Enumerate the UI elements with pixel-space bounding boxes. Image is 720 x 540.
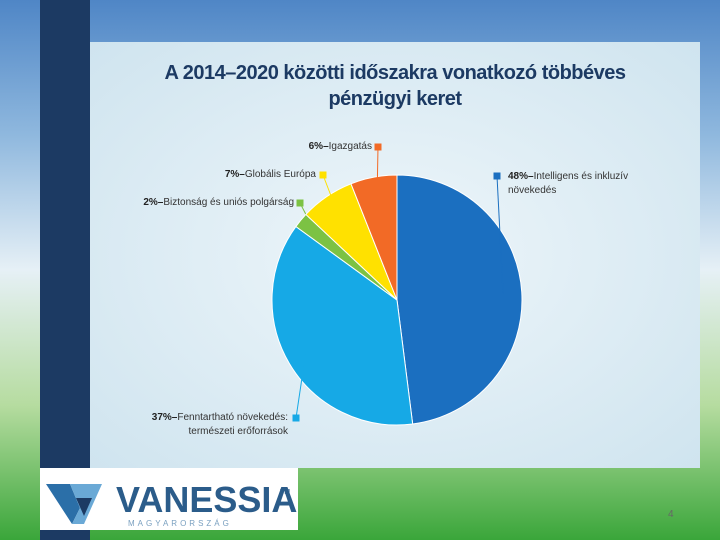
leader-line	[299, 202, 316, 233]
leader-line	[322, 174, 338, 213]
value-label: 2%–	[143, 197, 164, 208]
slice-label: 2%–Biztonság és uniós polgárság	[80, 196, 294, 210]
logo-tm: TM	[280, 489, 290, 496]
legend-marker	[296, 199, 304, 207]
logo-name: VANESSIA	[116, 479, 297, 520]
page-number: 4	[668, 509, 674, 520]
legend-marker	[374, 143, 382, 151]
category-label: Biztonság és uniós polgárság	[163, 197, 294, 208]
pie-slice	[350, 174, 398, 301]
logo-shape	[76, 498, 92, 516]
value-label: 7%–	[224, 169, 245, 180]
slice-label: 37%–Fenntartható növekedés: természeti e…	[128, 411, 288, 439]
side-bar	[40, 0, 90, 540]
logo-shape	[46, 484, 80, 524]
legend-marker	[319, 171, 327, 179]
pie-slice	[396, 174, 523, 425]
leader-line	[295, 354, 307, 419]
slice-label: 7%–Globális Európa	[150, 168, 316, 182]
legend-marker	[292, 414, 300, 422]
chart-title: A 2014–2020 közötti időszakra vonatkozó …	[164, 62, 627, 110]
slice-label: 6%–Igazgatás	[220, 140, 372, 154]
slice-label: 48%–Intelligens és inkluzív növekedés	[508, 170, 668, 198]
category-label: Globális Európa	[244, 169, 316, 180]
value-label: 6%–	[308, 141, 329, 152]
category-label: Igazgatás	[328, 141, 372, 152]
legend-marker	[493, 172, 501, 180]
logo: VANESSIA TM MAGYARORSZÁG	[40, 468, 298, 530]
pie-slice	[271, 225, 414, 426]
leader-line	[376, 146, 379, 196]
logo-graphic: VANESSIA TM MAGYARORSZÁG	[46, 479, 297, 528]
category-label: Fenntartható növekedés: természeti erőfo…	[177, 412, 288, 437]
logo-country: MAGYARORSZÁG	[128, 519, 232, 528]
value-label: 48%–	[508, 171, 534, 182]
value-label: 37%–	[151, 412, 178, 423]
leader-line	[496, 175, 504, 294]
category-label: Intelligens és inkluzív növekedés	[508, 171, 629, 196]
